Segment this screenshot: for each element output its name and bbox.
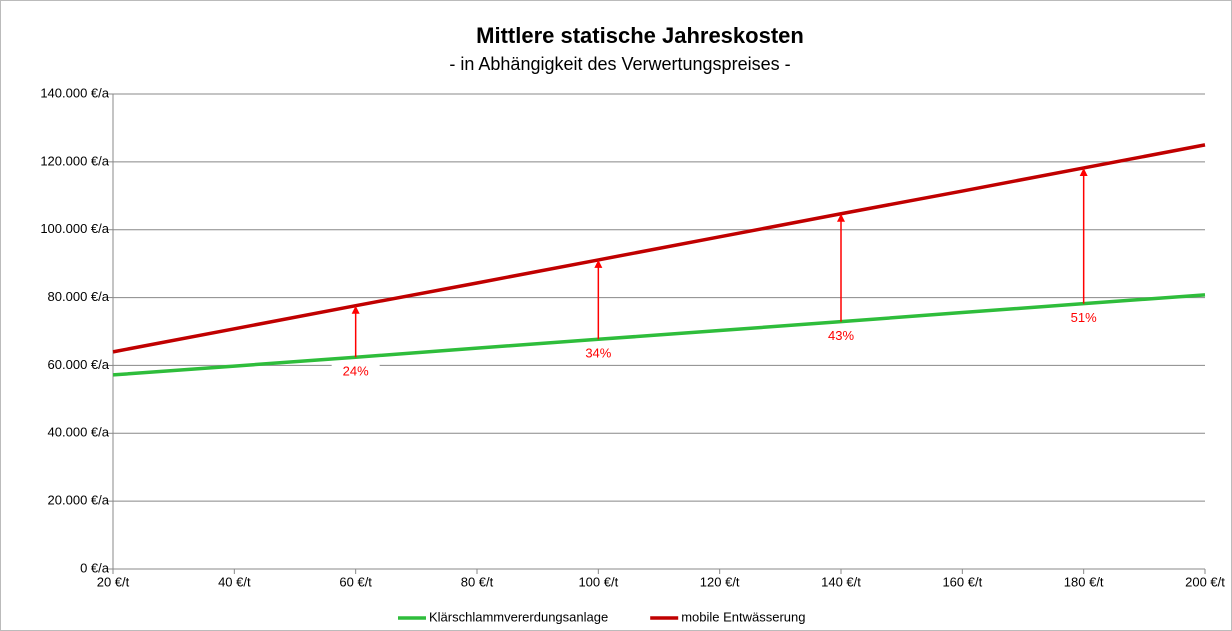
y-tick-label: 140.000 €/a [40, 85, 109, 100]
x-tick-label: 40 €/t [218, 574, 251, 589]
x-tick-label: 160 €/t [942, 574, 982, 589]
label-background [574, 345, 623, 362]
legend-label: Klärschlammvererdungsanlage [429, 609, 608, 624]
y-tick-label: 80.000 €/a [48, 289, 110, 304]
y-tick-label: 60.000 €/a [48, 357, 110, 372]
x-tick-label: 120 €/t [700, 574, 740, 589]
y-tick-label: 40.000 €/a [48, 425, 110, 440]
x-tick-label: 20 €/t [97, 574, 130, 589]
label-background [331, 363, 380, 380]
y-tick-label: 100.000 €/a [40, 221, 109, 236]
x-tick-label: 100 €/t [578, 574, 618, 589]
y-tick-label: 0 €/a [80, 560, 110, 575]
series-line [112, 293, 1206, 377]
arrow-head [837, 213, 845, 222]
difference-label: 24% [343, 364, 369, 379]
arrow-head [594, 259, 603, 268]
arrow-head [1079, 167, 1088, 176]
chart-title: Mittlere statische Jahreskosten [476, 23, 804, 48]
y-tick-label: 20.000 €/a [48, 493, 110, 508]
x-tick-label: 80 €/t [461, 574, 494, 589]
difference-label: 34% [585, 346, 611, 361]
x-tick-label: 60 €/t [339, 574, 372, 589]
x-tick-label: 200 €/t [1185, 574, 1225, 589]
x-tick-label: 140 €/t [821, 574, 861, 589]
x-tick-label: 180 €/t [1064, 574, 1104, 589]
arrow-head [351, 305, 360, 314]
difference-label: 43% [828, 328, 854, 343]
label-background [817, 327, 865, 344]
series-line [112, 143, 1206, 354]
chart-subtitle: - in Abhängigkeit des Verwertungspreises… [449, 54, 790, 74]
legend-label: mobile Entwässerung [681, 609, 805, 624]
y-tick-label: 120.000 €/a [40, 153, 109, 168]
label-background [1059, 309, 1108, 326]
difference-label: 51% [1071, 310, 1097, 325]
